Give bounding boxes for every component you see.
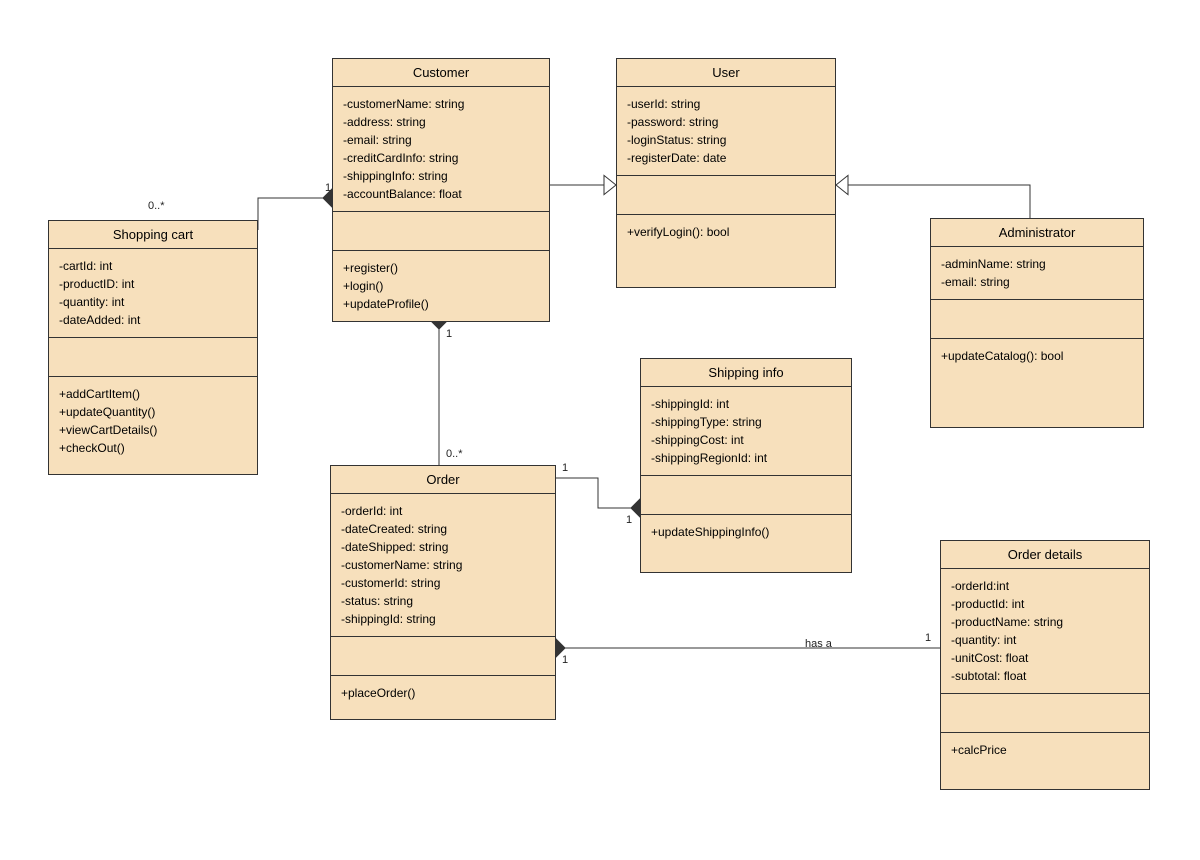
- edge-label: 1: [626, 514, 632, 526]
- class-spacer: [49, 338, 257, 377]
- class-title: Shipping info: [641, 359, 851, 387]
- class-spacer: [941, 694, 1149, 733]
- class-shopping-cart: Shopping cart -cartId: int-productID: in…: [48, 220, 258, 475]
- class-methods: +verifyLogin(): bool: [617, 215, 835, 249]
- class-methods: +updateShippingInfo(): [641, 515, 851, 549]
- class-spacer: [617, 176, 835, 215]
- edge-label: 0..*: [148, 200, 165, 212]
- class-title: Shopping cart: [49, 221, 257, 249]
- class-attrs: -adminName: string-email: string: [931, 247, 1143, 300]
- class-attrs: -orderId:int-productId: int-productName:…: [941, 569, 1149, 694]
- class-order-details: Order details -orderId:int-productId: in…: [940, 540, 1150, 790]
- class-attrs: -shippingId: int-shippingType: string-sh…: [641, 387, 851, 476]
- class-attrs: -userId: string-password: string-loginSt…: [617, 87, 835, 176]
- class-methods: +updateCatalog(): bool: [931, 339, 1143, 373]
- edge-label: 1: [446, 328, 452, 340]
- edge-label: 1: [562, 654, 568, 666]
- class-spacer: [641, 476, 851, 515]
- class-administrator: Administrator -adminName: string-email: …: [930, 218, 1144, 428]
- class-spacer: [331, 637, 555, 676]
- class-attrs: -cartId: int-productID: int-quantity: in…: [49, 249, 257, 338]
- class-customer: Customer -customerName: string-address: …: [332, 58, 550, 322]
- class-user: User -userId: string-password: string-lo…: [616, 58, 836, 288]
- class-spacer: [931, 300, 1143, 339]
- class-order: Order -orderId: int-dateCreated: string-…: [330, 465, 556, 720]
- edge-label: 1: [562, 462, 568, 474]
- class-title: User: [617, 59, 835, 87]
- class-attrs: -customerName: string-address: string-em…: [333, 87, 549, 212]
- class-methods: +calcPrice: [941, 733, 1149, 767]
- class-attrs: -orderId: int-dateCreated: string-dateSh…: [331, 494, 555, 637]
- edge-label: 0..*: [446, 448, 463, 460]
- class-shipping-info: Shipping info -shippingId: int-shippingT…: [640, 358, 852, 573]
- edge-label: has a: [805, 638, 832, 650]
- class-methods: +register()+login()+updateProfile(): [333, 251, 549, 321]
- edge-label: 1: [925, 632, 931, 644]
- class-title: Order details: [941, 541, 1149, 569]
- class-title: Customer: [333, 59, 549, 87]
- class-methods: +placeOrder(): [331, 676, 555, 710]
- class-spacer: [333, 212, 549, 251]
- edge-label: 1: [325, 182, 331, 194]
- class-methods: +addCartItem()+updateQuantity()+viewCart…: [49, 377, 257, 465]
- class-title: Administrator: [931, 219, 1143, 247]
- class-title: Order: [331, 466, 555, 494]
